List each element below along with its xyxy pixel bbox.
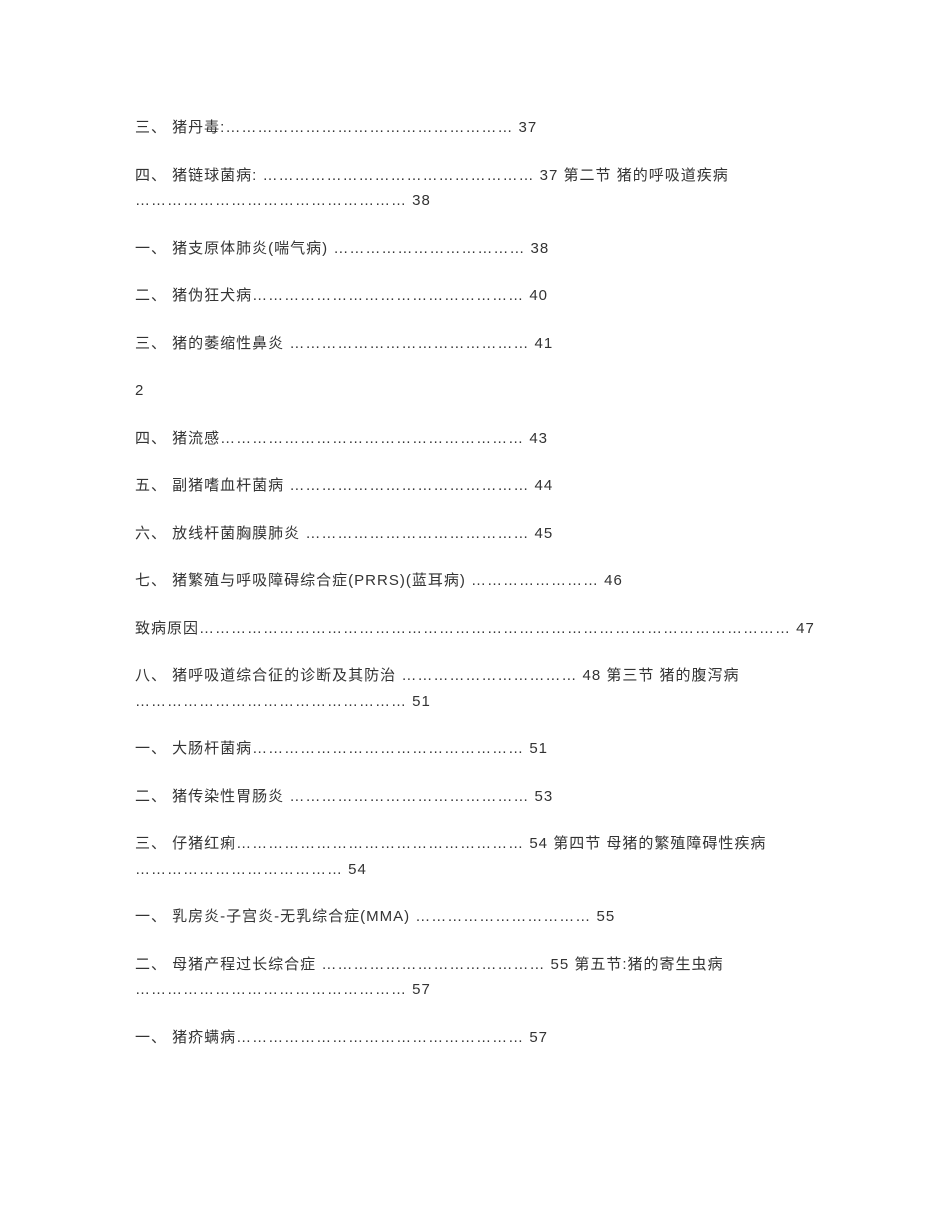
toc-entry: 四、 猪链球菌病: …………………………………………… 37 第二节 猪的呼吸道… <box>135 163 825 214</box>
toc-entry: 五、 副猪嗜血杆菌病 ……………………………………… 44 <box>135 473 825 499</box>
toc-entry: 二、 猪伪狂犬病…………………………………………… 40 <box>135 283 825 309</box>
toc-entry: 致病原因………………………………………………………………………………………………… <box>135 616 825 642</box>
toc-entry: 四、 猪流感………………………………………………… 43 <box>135 426 825 452</box>
toc-content: 三、 猪丹毒:……………………………………………… 37 四、 猪链球菌病: …… <box>135 115 825 1050</box>
toc-entry: 三、 猪的萎缩性鼻炎 ……………………………………… 41 <box>135 331 825 357</box>
toc-entry: 七、 猪繁殖与呼吸障碍综合症(PRRS)(蓝耳病) …………………… 46 <box>135 568 825 594</box>
toc-entry: 一、 猪疥螨病……………………………………………… 57 <box>135 1025 825 1051</box>
toc-entry: 三、 仔猪红痢……………………………………………… 54 第四节 母猪的繁殖障碍… <box>135 831 825 882</box>
toc-entry: 六、 放线杆菌胸膜肺炎 …………………………………… 45 <box>135 521 825 547</box>
toc-entry: 一、 大肠杆菌病…………………………………………… 51 <box>135 736 825 762</box>
toc-entry: 八、 猪呼吸道综合征的诊断及其防治 …………………………… 48 第三节 猪的腹… <box>135 663 825 714</box>
toc-entry: 二、 母猪产程过长综合症 …………………………………… 55 第五节:猪的寄生虫… <box>135 952 825 1003</box>
page-number: 2 <box>135 378 825 404</box>
toc-entry: 二、 猪传染性胃肠炎 ……………………………………… 53 <box>135 784 825 810</box>
toc-entry: 一、 猪支原体肺炎(喘气病) ……………………………… 38 <box>135 236 825 262</box>
toc-entry: 三、 猪丹毒:……………………………………………… 37 <box>135 115 825 141</box>
toc-entry: 一、 乳房炎-子宫炎-无乳综合症(MMA) …………………………… 55 <box>135 904 825 930</box>
